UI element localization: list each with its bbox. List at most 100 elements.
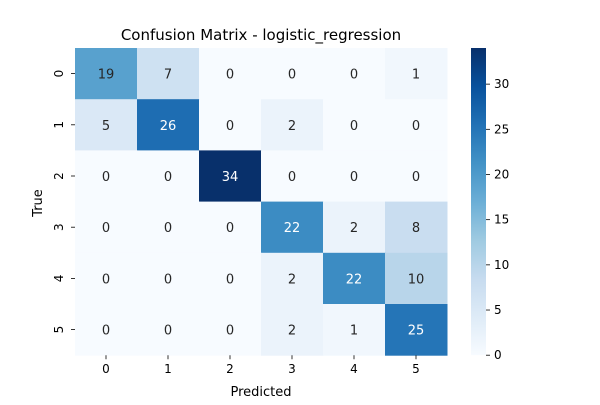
heatmap-cell-5-4	[323, 304, 386, 356]
colorbar: 0 5 10 15 20 25 30	[471, 48, 509, 362]
heatmap-cell-5-3	[261, 304, 324, 356]
heatmap-cell-1-2	[199, 99, 262, 151]
x-tick-label-0: 0	[102, 362, 110, 376]
heatmap-cell-label-0-5: 1	[412, 68, 420, 83]
heatmap-cell-0-3	[261, 48, 324, 100]
heatmap-cell-label-3-4: 2	[350, 221, 358, 236]
heatmap-cell-label-4-4: 22	[346, 272, 363, 287]
heatmap-cell-label-5-1: 0	[164, 324, 172, 339]
colorbar-tick-label-6: 30	[494, 77, 509, 91]
x-tick-label-2: 2	[226, 362, 234, 376]
heatmap-cell-label-1-4: 0	[350, 119, 358, 134]
heatmap-cell-label-3-3: 22	[284, 221, 301, 236]
heatmap-cell-label-0-3: 0	[288, 68, 296, 83]
heatmap-cell-2-5	[385, 150, 448, 203]
heatmap-cell-label-0-2: 0	[226, 68, 234, 83]
heatmap-cell-4-4	[323, 252, 386, 305]
heatmap-cell-label-2-0: 0	[102, 170, 110, 185]
heatmap-cell-1-4	[323, 99, 386, 151]
heatmap-cell-4-1	[137, 252, 200, 305]
heatmap-cell-1-1	[137, 99, 200, 151]
heatmap-cell-label-2-5: 0	[412, 170, 420, 185]
heatmap-cell-label-3-0: 0	[102, 221, 110, 236]
heatmap-cell-3-4	[323, 201, 386, 254]
heatmap-cell-5-2	[199, 304, 262, 356]
heatmap-cell-label-2-3: 0	[288, 170, 296, 185]
heatmap-cell-label-4-5: 10	[408, 272, 425, 287]
heatmap-cell-0-0	[75, 48, 138, 100]
colorbar-tick-label-4: 20	[494, 167, 509, 181]
y-tick-label-5: 5	[52, 326, 66, 334]
heatmap-cell-label-3-5: 8	[412, 221, 420, 236]
colorbar-tick-label-0: 0	[494, 348, 502, 362]
heatmap-cell-5-5	[385, 304, 448, 356]
x-tick-label-1: 1	[164, 362, 172, 376]
heatmap-cell-1-3	[261, 99, 324, 151]
heatmap-cell-label-5-0: 0	[102, 324, 110, 339]
heatmap-cell-label-2-1: 0	[164, 170, 172, 185]
heatmap-cell-0-5	[385, 48, 448, 100]
heatmap-cell-0-2	[199, 48, 262, 100]
heatmap-cell-1-0	[75, 99, 138, 151]
heatmap-cell-2-2	[199, 150, 262, 203]
heatmap-cell-label-1-1: 26	[160, 119, 177, 134]
y-tick-label-3: 3	[52, 223, 66, 231]
colorbar-tick-label-2: 10	[494, 258, 509, 272]
heatmap-cell-label-0-4: 0	[350, 68, 358, 83]
heatmap-cell-label-1-2: 0	[226, 119, 234, 134]
heatmap-cell-4-5	[385, 252, 448, 305]
x-axis-label: Predicted	[230, 385, 291, 400]
heatmap-cell-2-0	[75, 150, 138, 203]
chart-title: Confusion Matrix - logistic_regression	[121, 26, 401, 45]
heatmap-cell-0-1	[137, 48, 200, 100]
heatmap-cell-label-5-3: 2	[288, 324, 296, 339]
heatmap-cells: 19 7 0 0 0 15 26 0 2 0 00 0 34 0 0 00 0 0 22 2 80 0 0 2 22 100 0 0 2…	[75, 48, 448, 356]
heatmap-cell-label-5-5: 25	[408, 324, 425, 339]
heatmap-cell-label-1-5: 0	[412, 119, 420, 134]
heatmap-cell-label-4-0: 0	[102, 272, 110, 287]
heatmap-cell-label-3-1: 0	[164, 221, 172, 236]
heatmap-cell-label-1-3: 2	[288, 119, 296, 134]
heatmap-cell-label-3-2: 0	[226, 221, 234, 236]
heatmap-cell-1-5	[385, 99, 448, 151]
heatmap-cell-2-1	[137, 150, 200, 203]
y-axis-ticks: 0 1 2 3 4 5	[52, 70, 75, 334]
x-tick-label-4: 4	[350, 362, 358, 376]
heatmap-cell-label-1-0: 5	[102, 119, 110, 134]
y-tick-label-2: 2	[52, 172, 66, 180]
colorbar-tick-label-1: 5	[494, 303, 502, 317]
heatmap-cell-label-2-2: 34	[222, 170, 239, 185]
heatmap-cell-label-0-1: 7	[164, 68, 172, 83]
y-axis-label: True	[31, 189, 46, 218]
heatmap-cell-3-5	[385, 201, 448, 254]
colorbar-gradient	[471, 48, 486, 356]
heatmap-cell-label-4-2: 0	[226, 272, 234, 287]
y-tick-label-0: 0	[52, 70, 66, 78]
heatmap-cell-5-1	[137, 304, 200, 356]
heatmap-cell-2-4	[323, 150, 386, 203]
heatmap-cell-3-2	[199, 201, 262, 254]
heatmap-cell-3-0	[75, 201, 138, 254]
y-tick-label-4: 4	[52, 275, 66, 283]
x-tick-label-3: 3	[288, 362, 296, 376]
colorbar-tick-label-5: 25	[494, 122, 509, 136]
heatmap-cell-label-0-0: 19	[98, 68, 115, 83]
y-tick-label-1: 1	[52, 121, 66, 129]
x-axis-ticks: 0 1 2 3 4 5	[102, 355, 420, 376]
heatmap-cell-4-0	[75, 252, 138, 305]
heatmap-cell-2-3	[261, 150, 324, 203]
heatmap-cell-4-3	[261, 252, 324, 305]
heatmap-cell-0-4	[323, 48, 386, 100]
heatmap-cell-label-5-4: 1	[350, 324, 358, 339]
heatmap-cell-label-2-4: 0	[350, 170, 358, 185]
heatmap-cell-5-0	[75, 304, 138, 356]
heatmap-cell-3-3	[261, 201, 324, 254]
heatmap-cell-3-1	[137, 201, 200, 254]
heatmap-cell-label-5-2: 0	[226, 324, 234, 339]
heatmap-cell-label-4-1: 0	[164, 272, 172, 287]
colorbar-tick-label-3: 15	[494, 213, 509, 227]
heatmap-cell-label-4-3: 2	[288, 272, 296, 287]
x-tick-label-5: 5	[412, 362, 420, 376]
